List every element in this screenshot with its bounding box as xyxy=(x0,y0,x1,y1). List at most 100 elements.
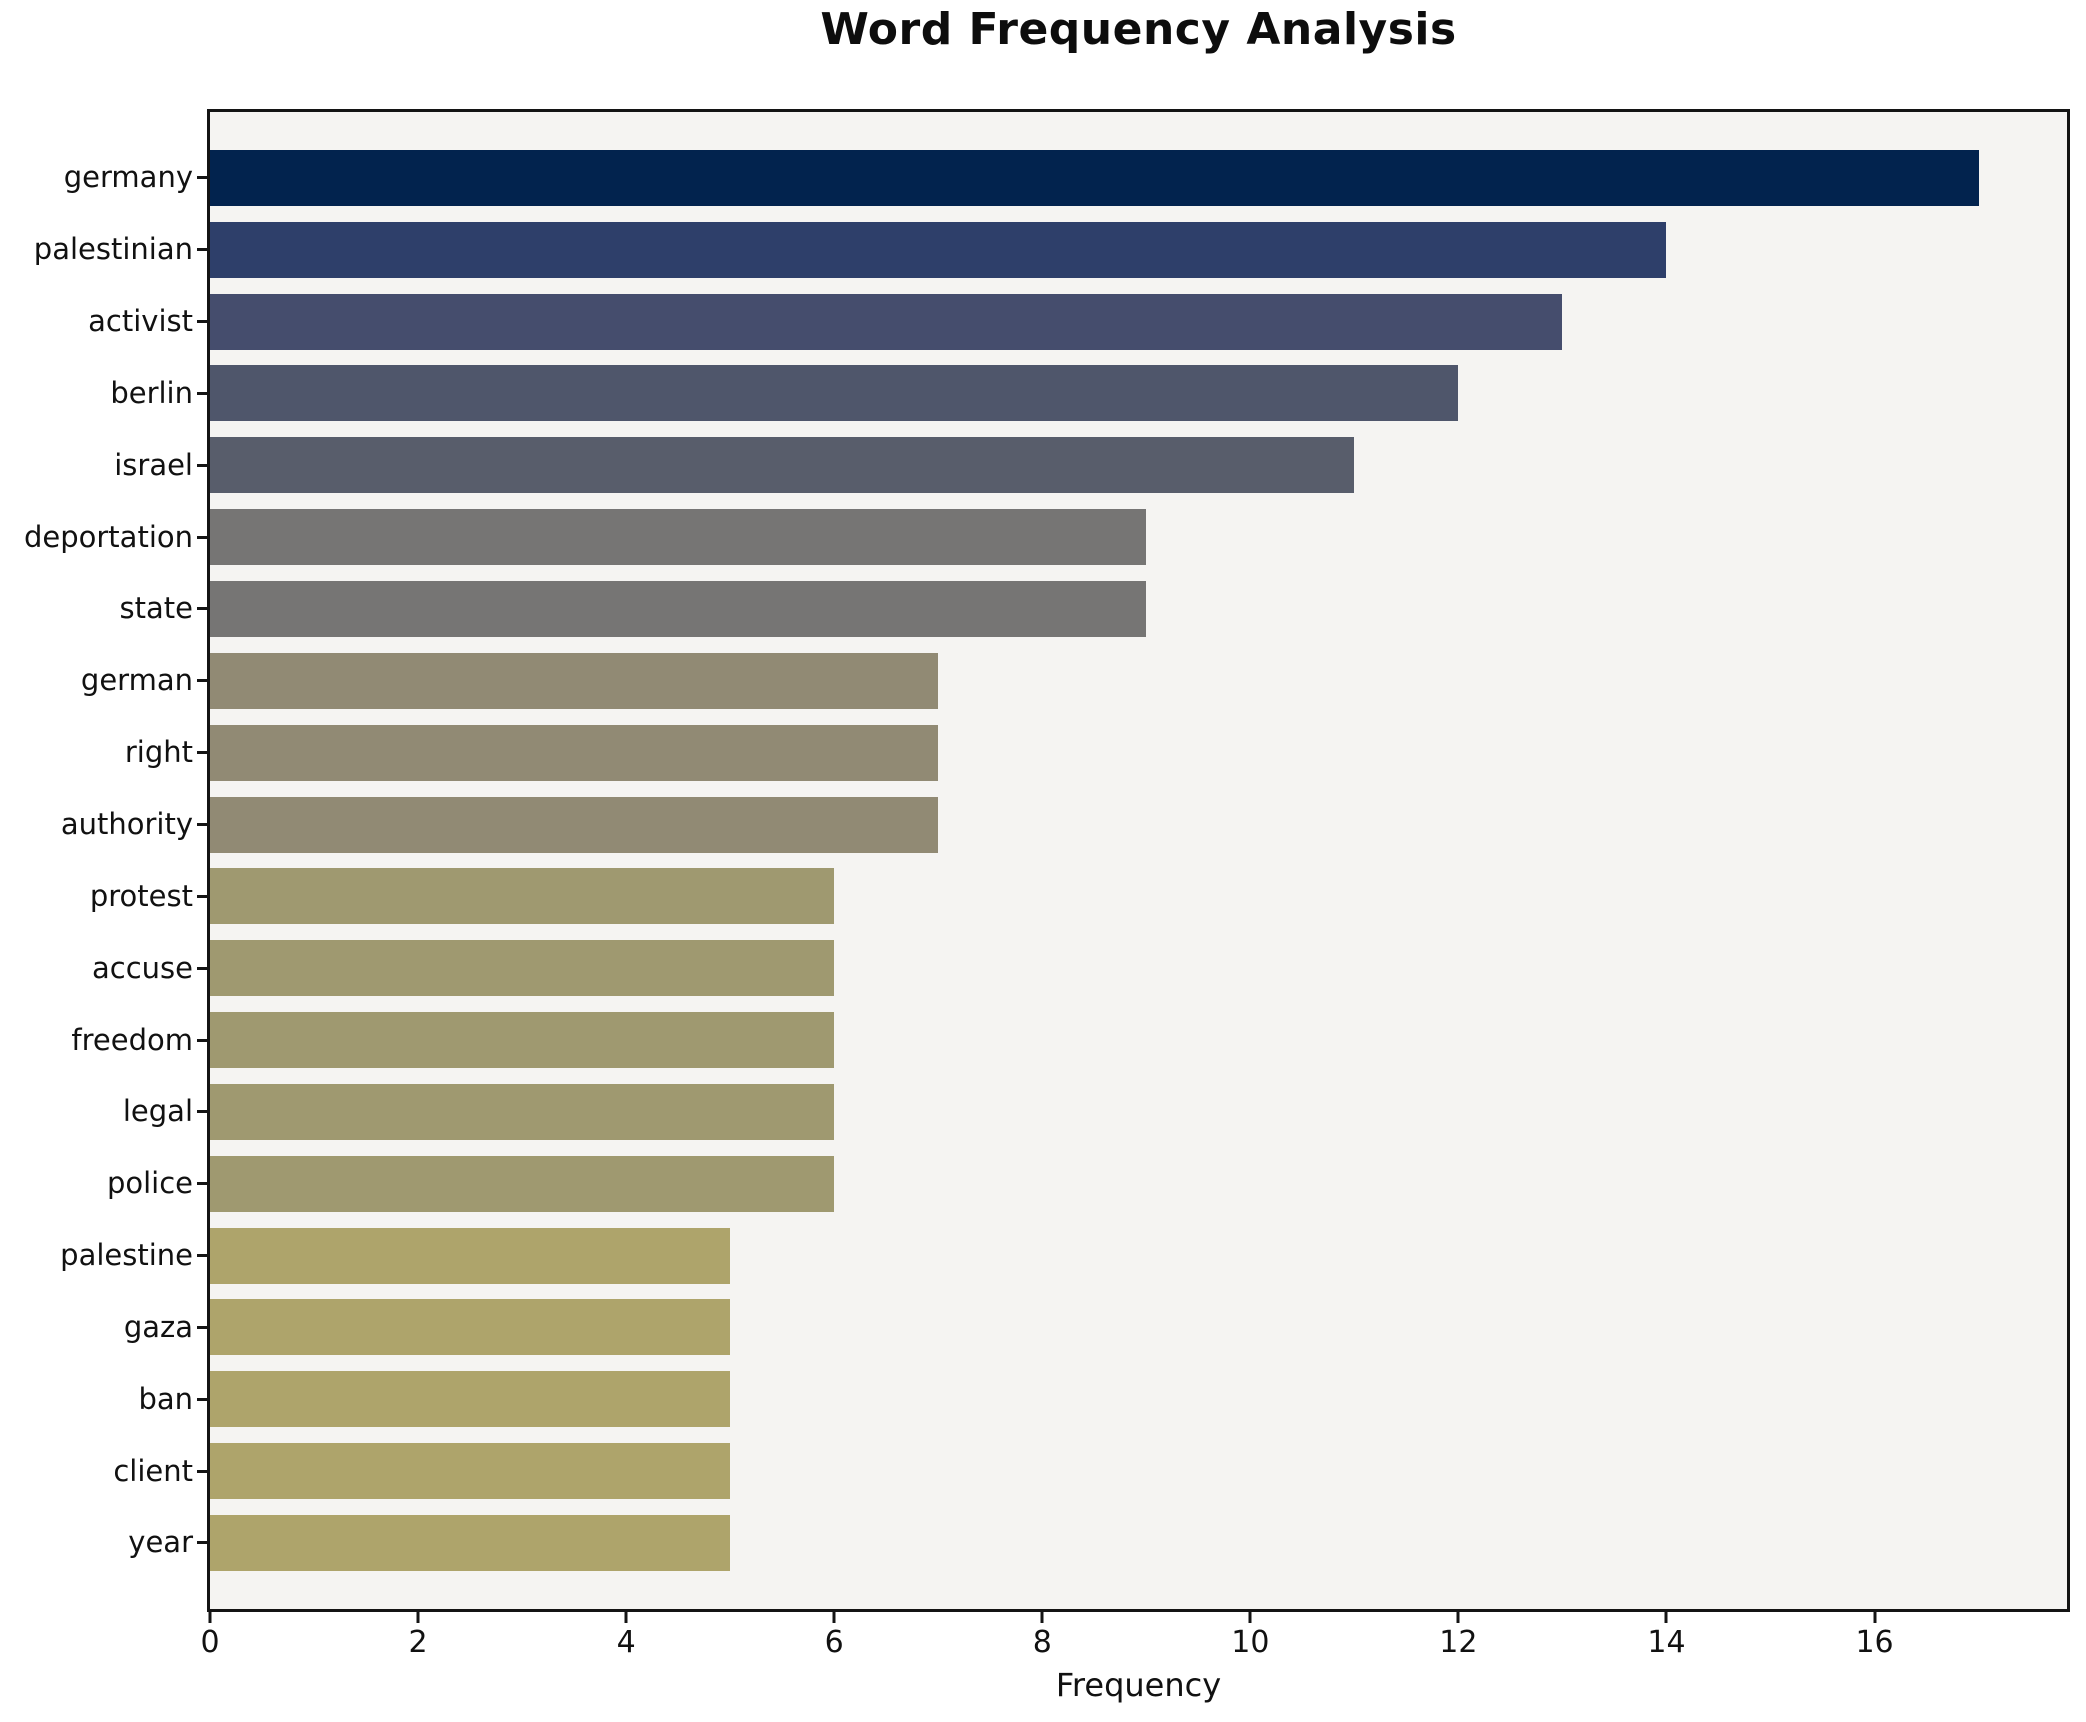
y-tick-mark xyxy=(197,607,207,611)
bar-row: protest xyxy=(90,860,2067,932)
y-tick-label: berlin xyxy=(110,375,193,410)
y-tick-mark xyxy=(197,320,207,324)
bar xyxy=(210,940,835,997)
y-tick-label: client xyxy=(113,1453,193,1488)
y-tick-label: germany xyxy=(63,160,193,195)
bar-row: palestinian xyxy=(34,214,2067,286)
y-tick-mark xyxy=(197,894,207,898)
y-tick-label: german xyxy=(80,663,193,698)
bar-row: deportation xyxy=(24,501,2067,573)
bar xyxy=(210,1443,731,1500)
bar-row: activist xyxy=(88,286,2067,358)
bar xyxy=(210,1299,731,1356)
x-tick-mark xyxy=(1873,1612,1877,1623)
bar-row: accuse xyxy=(92,932,2067,1004)
bar-row: berlin xyxy=(110,358,2067,430)
x-tick-label: 14 xyxy=(1647,1625,1686,1660)
y-tick-label: activist xyxy=(88,304,193,339)
y-tick-mark xyxy=(197,1182,207,1186)
x-tick-label: 12 xyxy=(1439,1625,1478,1660)
x-axis-title: Frequency xyxy=(1055,1666,1222,1704)
plot-area: germany palestinian activist berlin israel de… xyxy=(24,109,2070,1612)
y-tick-mark xyxy=(197,1541,207,1545)
x-tick-mark xyxy=(1248,1612,1252,1623)
bar-row: client xyxy=(113,1435,2067,1507)
y-tick-mark xyxy=(197,1325,207,1329)
bar-row: police xyxy=(107,1148,2067,1220)
bar xyxy=(210,1514,731,1571)
x-tick-mark xyxy=(208,1612,212,1623)
y-tick-label: protest xyxy=(89,878,193,913)
x-tick-label: 6 xyxy=(824,1625,844,1660)
bar xyxy=(210,1155,835,1212)
y-tick-label: palestinian xyxy=(33,232,193,267)
y-tick-mark xyxy=(197,1038,207,1042)
bar-row: right xyxy=(125,717,2067,789)
y-tick-mark xyxy=(197,966,207,970)
x-tick-label: 8 xyxy=(1032,1625,1052,1660)
y-tick-label: palestine xyxy=(60,1238,193,1273)
y-tick-mark xyxy=(197,1254,207,1258)
y-tick-label: authority xyxy=(60,807,193,842)
y-tick-mark xyxy=(197,248,207,252)
bar xyxy=(210,365,1459,422)
y-tick-label: deportation xyxy=(23,519,193,554)
bar xyxy=(210,1371,731,1428)
y-tick-label: state xyxy=(119,591,193,626)
x-tick-label: 16 xyxy=(1855,1625,1894,1660)
bar-row: gaza xyxy=(124,1292,2067,1364)
bar xyxy=(210,724,939,781)
y-tick-mark xyxy=(197,391,207,395)
y-tick-mark xyxy=(197,751,207,755)
y-tick-mark xyxy=(197,1397,207,1401)
bar-row: ban xyxy=(138,1363,2067,1435)
x-tick-mark xyxy=(1664,1612,1668,1623)
bar xyxy=(210,149,1979,206)
x-tick-label: 10 xyxy=(1231,1625,1270,1660)
bar xyxy=(210,509,1147,566)
x-tick-mark xyxy=(624,1612,628,1623)
y-tick-mark xyxy=(197,823,207,827)
bar xyxy=(210,796,939,853)
x-axis: 0 2 4 6 8 10 12 14 16 xyxy=(200,1612,2067,1672)
x-tick-mark xyxy=(416,1612,420,1623)
bar xyxy=(210,437,1355,494)
bar xyxy=(210,293,1563,350)
y-tick-label: legal xyxy=(122,1094,193,1129)
bar xyxy=(210,221,1667,278)
y-tick-label: right xyxy=(124,735,193,770)
y-tick-label: freedom xyxy=(71,1022,193,1057)
bar xyxy=(210,652,939,709)
y-tick-label: gaza xyxy=(123,1309,193,1344)
bar xyxy=(210,1227,731,1284)
bar-row: israel xyxy=(114,429,2067,501)
y-tick-label: year xyxy=(128,1525,193,1560)
bar-row: legal xyxy=(123,1076,2067,1148)
chart-title: Word Frequency Analysis xyxy=(820,4,1457,55)
y-tick-mark xyxy=(197,463,207,467)
bar-row: german xyxy=(81,645,2067,717)
bar-row: palestine xyxy=(60,1220,2067,1292)
bar-row: authority xyxy=(61,789,2067,861)
bar-row: year xyxy=(128,1507,2067,1579)
bar-row: state xyxy=(120,573,2067,645)
x-tick-mark xyxy=(832,1612,836,1623)
y-tick-mark xyxy=(197,1110,207,1114)
x-tick-mark xyxy=(1040,1612,1044,1623)
x-tick-label: 0 xyxy=(200,1625,220,1660)
y-tick-label: police xyxy=(106,1166,193,1201)
x-tick-label: 2 xyxy=(408,1625,428,1660)
y-tick-mark xyxy=(197,679,207,683)
bar xyxy=(210,1012,835,1069)
y-tick-mark xyxy=(197,1469,207,1473)
bar xyxy=(210,868,835,925)
y-tick-label: israel xyxy=(114,447,193,482)
x-tick-mark xyxy=(1456,1612,1460,1623)
y-tick-label: accuse xyxy=(92,950,193,985)
bar xyxy=(210,580,1147,637)
bar xyxy=(210,1083,835,1140)
y-tick-mark xyxy=(197,176,207,180)
bar-row: germany xyxy=(64,142,2067,214)
x-tick-label: 4 xyxy=(616,1625,636,1660)
